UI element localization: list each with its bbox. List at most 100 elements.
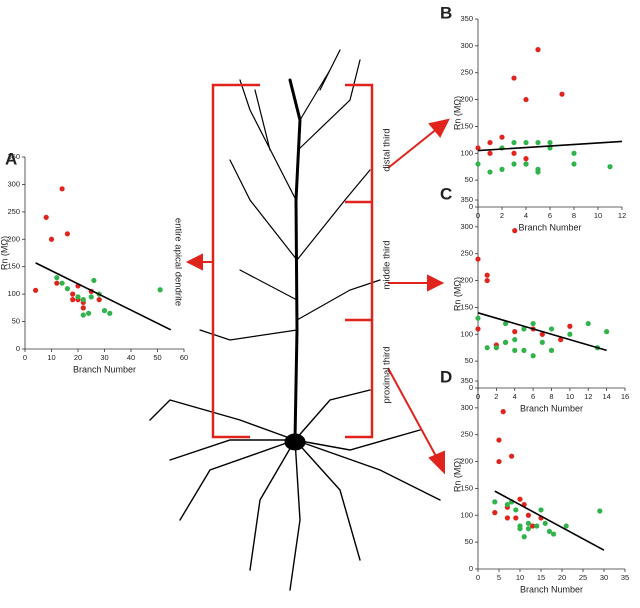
x-tick-label: 10 — [47, 353, 55, 362]
y-tick-label: 100 — [460, 329, 473, 338]
x-tick-label: 30 — [100, 353, 108, 362]
point — [521, 326, 527, 332]
point — [512, 329, 518, 335]
point — [512, 347, 518, 353]
y-tick-label: 0 — [469, 202, 473, 211]
point — [517, 496, 523, 502]
point — [499, 166, 505, 172]
point — [539, 331, 545, 337]
x-axis-label: Branch Number — [520, 584, 583, 594]
point — [571, 161, 577, 167]
point — [517, 526, 523, 532]
y-tick-label: 250 — [460, 249, 473, 258]
y-tick-label: 50 — [465, 175, 473, 184]
y-tick-label: 200 — [460, 457, 473, 466]
point — [539, 339, 545, 345]
point — [512, 337, 518, 343]
point — [75, 294, 81, 300]
point — [487, 169, 493, 175]
brackets — [211, 83, 374, 439]
panel-label: D — [440, 367, 452, 386]
panel-label: A — [5, 149, 17, 168]
point — [523, 96, 529, 103]
x-tick-label: 10 — [516, 573, 524, 582]
point — [558, 337, 564, 343]
fit-line — [477, 312, 607, 352]
point — [511, 139, 517, 146]
point — [535, 169, 541, 175]
point — [492, 509, 498, 516]
point — [80, 305, 86, 311]
point — [80, 312, 86, 318]
x-axis-label: Branch Number — [73, 364, 136, 374]
point — [504, 501, 510, 508]
point — [511, 75, 517, 81]
x-tick-label: 6 — [531, 392, 535, 401]
annotation: proximal third — [382, 346, 393, 403]
point — [597, 508, 603, 514]
point — [538, 507, 544, 513]
x-tick-label: 40 — [127, 353, 135, 362]
x-tick-label: 50 — [153, 353, 161, 362]
point — [504, 515, 510, 521]
y-tick-label: 350 — [460, 195, 473, 204]
point — [54, 280, 60, 286]
y-tick-label: 300 — [460, 222, 473, 231]
panel-label: C — [440, 184, 452, 203]
point — [496, 437, 502, 443]
y-tick-label: 250 — [7, 207, 20, 216]
point — [475, 326, 481, 332]
neuron — [149, 49, 441, 591]
y-tick-label: 350 — [460, 376, 473, 385]
point — [559, 91, 565, 97]
y-tick-label: 300 — [7, 179, 20, 188]
x-tick-label: 20 — [74, 353, 82, 362]
x-tick-label: 4 — [524, 211, 528, 220]
y-tick-label: 0 — [469, 383, 473, 392]
x-tick-label: 8 — [572, 211, 576, 220]
point — [475, 315, 481, 321]
y-tick-label: 150 — [460, 483, 473, 492]
point — [487, 139, 493, 146]
point — [535, 139, 541, 146]
point — [70, 297, 76, 303]
point — [548, 347, 555, 353]
point — [496, 458, 502, 465]
y-tick-label: 50 — [12, 317, 20, 326]
annotation: entire apical dendrite — [172, 218, 183, 306]
y-tick-label: 250 — [460, 68, 473, 77]
point — [80, 297, 86, 303]
point — [107, 310, 113, 316]
x-tick-label: 5 — [497, 573, 501, 582]
point — [499, 134, 505, 140]
point — [523, 161, 529, 167]
point — [530, 320, 536, 327]
point — [551, 531, 557, 537]
x-tick-label: 20 — [558, 573, 566, 582]
point — [475, 161, 481, 167]
point — [59, 186, 65, 192]
y-axis-label: Rn (MΩ) — [0, 236, 9, 270]
point — [502, 320, 509, 327]
point — [487, 150, 493, 156]
point — [521, 534, 527, 540]
y-tick-label: 100 — [460, 148, 473, 157]
y-tick-label: 200 — [460, 276, 473, 285]
point — [511, 150, 517, 156]
point — [513, 507, 519, 513]
point — [585, 320, 591, 327]
point — [546, 528, 553, 535]
point — [525, 520, 532, 526]
point — [484, 277, 490, 284]
fit-line — [35, 262, 172, 331]
annotation: middle third — [382, 240, 393, 289]
point — [525, 526, 532, 532]
point — [96, 297, 102, 303]
annotation: distal third — [382, 128, 393, 171]
point — [525, 512, 532, 518]
panel-label: B — [440, 3, 452, 22]
x-tick-label: 4 — [513, 392, 517, 401]
point — [64, 231, 70, 237]
fit-line — [494, 490, 605, 551]
y-tick-label: 350 — [460, 14, 473, 23]
